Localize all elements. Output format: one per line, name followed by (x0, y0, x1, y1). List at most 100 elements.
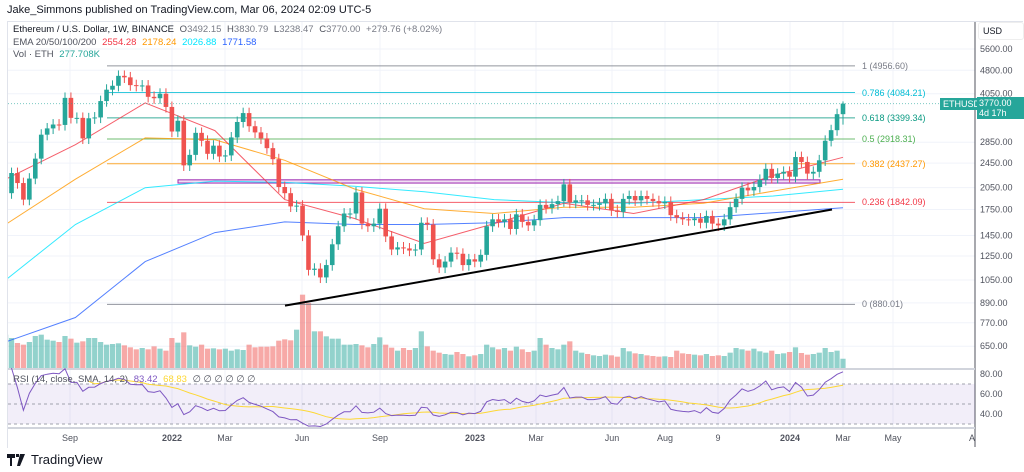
candle (187, 154, 193, 166)
volume-bar (216, 349, 223, 368)
brand-name: TradingView (31, 452, 103, 467)
volume-bar (198, 344, 205, 368)
y-tick: 2050.00 (980, 183, 1013, 193)
volume-bar (8, 334, 9, 368)
candle (205, 140, 210, 154)
volume-legend[interactable]: Vol · ETH 277.708K (13, 49, 103, 60)
candle (211, 145, 216, 154)
support-box (177, 179, 821, 184)
candle (490, 219, 495, 227)
candle (139, 85, 145, 87)
volume-bar (632, 353, 638, 368)
volume-bar (175, 342, 181, 368)
rsi-sma-value: 68.83 (163, 374, 187, 385)
candle (508, 219, 513, 229)
volume-bar (525, 352, 531, 368)
volume-bar (341, 344, 347, 368)
volume-bar (258, 346, 264, 368)
candle (223, 155, 228, 157)
candle (674, 215, 680, 218)
volume-bar (68, 338, 74, 368)
tradingview-logo[interactable]: TradingView (7, 452, 103, 467)
candle (686, 219, 691, 221)
low-label: L (273, 24, 280, 35)
candle (175, 120, 181, 132)
candle (122, 75, 127, 78)
volume-bar (377, 337, 383, 368)
y-tick: 1750.00 (980, 205, 1013, 215)
candle (401, 247, 406, 249)
candle (436, 259, 442, 268)
candle (638, 196, 644, 201)
candle (294, 205, 299, 207)
y-tick: 4050.00 (980, 89, 1013, 99)
symbol-title[interactable]: Ethereum / U.S. Dollar, 1W, BINANCE (13, 24, 175, 35)
candle (620, 198, 626, 212)
y-tick: 770.00 (980, 318, 1008, 328)
candle (80, 117, 86, 139)
candle (395, 247, 400, 250)
fib-label: 0.382 (2437.27) (862, 158, 926, 169)
candle (757, 179, 763, 188)
volume-bar (596, 356, 603, 368)
volume-bar (139, 348, 145, 368)
candle (656, 201, 662, 204)
candle (276, 159, 282, 188)
volume-bar (44, 339, 50, 368)
volume-bar (775, 354, 781, 368)
rsi-value: 83.42 (133, 374, 158, 385)
x-tick: Sep (61, 433, 79, 443)
volume-bar (311, 331, 318, 368)
candle (98, 101, 103, 118)
candle (3, 193, 8, 199)
volume-bar (489, 347, 496, 368)
close-label: C (319, 24, 327, 35)
volume-bar (448, 354, 454, 368)
candle (775, 173, 780, 178)
y-tick: 1250.00 (980, 251, 1013, 261)
volume-bar (38, 334, 44, 368)
volume-bar (763, 352, 769, 368)
volume-bar (519, 349, 525, 368)
fib-label: 1 (4956.60) (862, 60, 909, 71)
volume-bar (270, 346, 276, 368)
volume-bar (786, 352, 793, 368)
volume-bar (733, 348, 739, 368)
rsi-label: RSI (14, close, SMA, 14, 2) (13, 374, 129, 385)
open-value: 3492.15 (187, 24, 222, 35)
volume-bar (430, 350, 436, 368)
candle (751, 187, 757, 191)
candle (246, 113, 252, 127)
volume-bar (715, 355, 721, 368)
x-tick: A (968, 433, 976, 443)
candle (680, 217, 685, 220)
candle (329, 244, 335, 266)
candle (805, 161, 810, 174)
candle (650, 198, 656, 202)
rsi-legend[interactable]: RSI (14, close, SMA, 14, 2) 83.42 68.83 … (13, 374, 258, 385)
volume-bar (442, 354, 448, 368)
volume-bar (26, 342, 32, 368)
candle (573, 200, 579, 203)
candle (264, 138, 270, 149)
x-tick: Aug (656, 433, 674, 443)
candle (603, 198, 608, 204)
candle (525, 221, 531, 226)
candle (110, 85, 115, 90)
close-value: 3770.00 (326, 24, 361, 35)
candle (840, 103, 846, 115)
volume-bar (816, 352, 822, 368)
volume-bar (674, 350, 680, 368)
y-tick: 890.00 (980, 298, 1008, 308)
candle (377, 208, 383, 224)
volume-bar (691, 354, 698, 368)
candle (92, 117, 97, 119)
candle (258, 132, 264, 139)
currency-selector[interactable]: USD (978, 22, 1024, 40)
volume-bar (86, 338, 92, 368)
candle (555, 201, 561, 205)
ema-legend[interactable]: EMA 20/50/100/200 2554.28 2178.24 2026.8… (13, 37, 259, 48)
volume-bar (323, 336, 329, 368)
main-pane (3, 65, 855, 368)
